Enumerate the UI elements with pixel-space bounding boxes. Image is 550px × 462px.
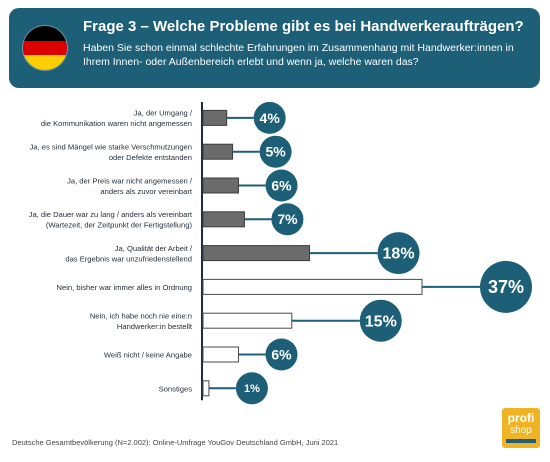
bar [202, 143, 234, 160]
value-badge [253, 101, 286, 134]
data-label: 6% [271, 177, 292, 193]
germany-flag-icon [23, 26, 67, 70]
value-badge [480, 260, 532, 313]
category-label: Ja, Qualität der Arbeit / das Ergebnis wa… [65, 244, 193, 264]
header-banner: Frage 3 – Welche Probleme gibt es bei Ha… [9, 8, 540, 88]
data-label: 18% [383, 246, 415, 263]
value-badge [265, 169, 298, 202]
bar [202, 211, 245, 228]
bar [202, 177, 240, 194]
category-label: Nein, bisher war immer alles in Ordnung [57, 283, 192, 292]
data-label: 1% [244, 383, 260, 395]
logo-bar [506, 439, 536, 443]
data-label: 15% [365, 313, 397, 330]
category-label: Nein, ich habe noch nie eine:n Handwerker… [90, 311, 193, 331]
value-badge [259, 135, 292, 168]
bar [202, 312, 293, 329]
category-label: Weiß nicht / keine Angabe [104, 351, 192, 360]
bar [202, 346, 240, 363]
category-label: Ja, der Preis war nicht angemessen / ande… [67, 176, 193, 196]
bar [202, 380, 210, 397]
data-label: 4% [260, 110, 281, 126]
profishop-logo: profi shop [502, 408, 540, 448]
chart-subtitle: Haben Sie schon einmal schlechte Erfahru… [83, 42, 514, 68]
category-label: Sonstiges [159, 384, 193, 393]
category-label: Ja, es sind Mängel wie starke Verschmutz… [29, 142, 192, 162]
value-badge [265, 338, 298, 371]
category-label: Ja, die Dauer war zu lang / anders als v… [29, 210, 193, 230]
chart-title: Frage 3 – Welche Probleme gibt es bei Ha… [83, 18, 524, 35]
data-label: 6% [271, 346, 292, 362]
bar-chart: Ja, der Umgang / die Kommunikation waren … [29, 101, 532, 405]
value-badge [271, 203, 304, 236]
value-badge [377, 232, 420, 275]
bar [202, 245, 311, 262]
bar [202, 109, 228, 126]
data-label: 5% [265, 144, 286, 160]
logo-text-2: shop [510, 425, 532, 436]
value-badge [235, 372, 268, 405]
value-badge [359, 299, 402, 342]
category-label: Ja, der Umgang / die Kommunikation waren … [41, 109, 193, 128]
source-note: Deutsche Gesamtbevölkerung (N=2.002): On… [12, 438, 339, 447]
data-label: 37% [488, 277, 524, 297]
bar [202, 278, 423, 295]
logo-text-1: profi [507, 411, 535, 425]
data-label: 7% [277, 211, 298, 227]
